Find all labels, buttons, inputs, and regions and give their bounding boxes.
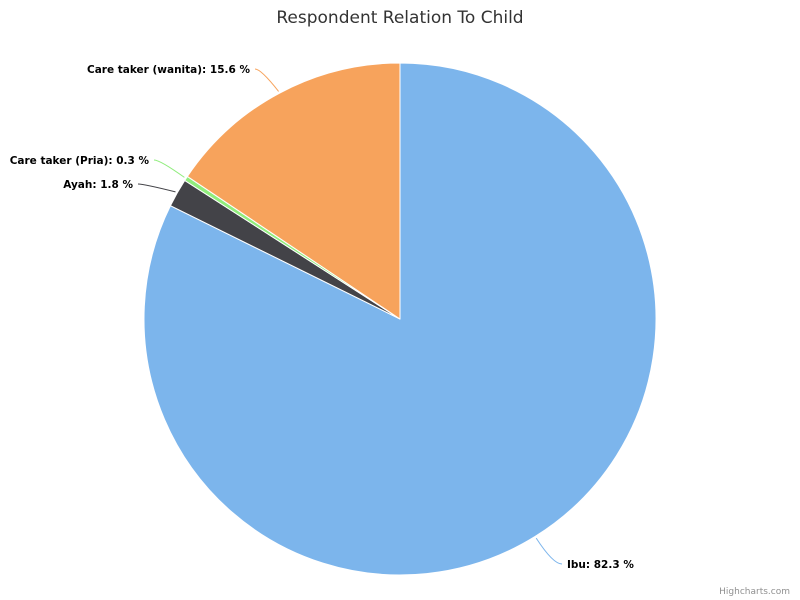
connector-care-taker-pria xyxy=(153,159,185,178)
credits-link[interactable]: Highcharts.com xyxy=(719,587,790,597)
label-connectors xyxy=(137,68,563,565)
data-labels: Ibu: 82.3 % Ayah: 1.8 % Care taker (Pria):… xyxy=(10,64,635,571)
connector-care-taker-wanita xyxy=(254,68,279,92)
pie-slices xyxy=(143,62,657,576)
data-label-ibu: Ibu: 82.3 % xyxy=(567,559,634,571)
connector-ibu xyxy=(535,537,563,565)
connector-ayah xyxy=(137,183,176,193)
data-label-care-taker-pria: Care taker (Pria): 0.3 % xyxy=(10,155,150,167)
data-label-care-taker-wanita: Care taker (wanita): 15.6 % xyxy=(87,64,250,76)
chart-title: Respondent Relation To Child xyxy=(276,8,523,28)
data-label-ayah: Ayah: 1.8 % xyxy=(63,179,133,191)
pie-slice-care-taker-wanita[interactable] xyxy=(186,62,401,320)
